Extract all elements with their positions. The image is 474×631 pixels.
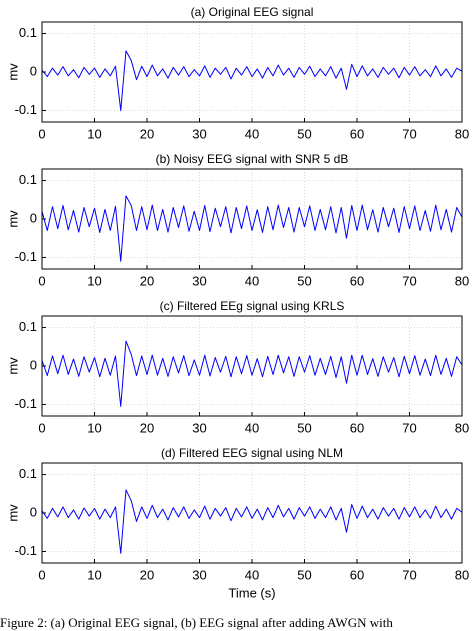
- x-tick-label: 70: [402, 420, 416, 435]
- signal-line: [41, 489, 463, 554]
- x-tick-label: 50: [297, 420, 311, 435]
- y-tick-label: 0.1: [19, 25, 37, 40]
- y-axis-label: mv: [5, 210, 20, 228]
- axes-box: [41, 168, 463, 270]
- x-tick-label: 80: [455, 567, 469, 582]
- x-tick-label: 60: [350, 420, 364, 435]
- y-tick-label: 0: [30, 63, 37, 78]
- x-tick-label: 50: [297, 273, 311, 288]
- signal-line: [41, 50, 463, 111]
- x-tick-label: 40: [245, 567, 259, 582]
- x-tick-label: 10: [87, 273, 101, 288]
- x-tick-label: 10: [87, 567, 101, 582]
- y-axis-label: mv: [5, 357, 20, 375]
- chart-title: (a) Original EEG signal: [191, 5, 314, 19]
- y-tick-label: 0.1: [19, 172, 37, 187]
- signal-line: [41, 195, 463, 262]
- x-tick-label: 0: [38, 567, 45, 582]
- x-tick-label: 30: [192, 567, 206, 582]
- y-tick-label: -0.1: [15, 543, 37, 558]
- axes-box: [41, 315, 463, 417]
- x-tick-label: 50: [297, 567, 311, 582]
- x-tick-label: 10: [87, 126, 101, 141]
- x-tick-label: 30: [192, 126, 206, 141]
- x-tick-label: 70: [402, 567, 416, 582]
- y-axis-label: mv: [5, 504, 20, 522]
- signal-line: [41, 340, 463, 407]
- x-tick-label: 60: [350, 126, 364, 141]
- x-tick-label: 70: [402, 126, 416, 141]
- x-tick-label: 10: [87, 420, 101, 435]
- caption: Figure 2: (a) Original EEG signal, (b) E…: [0, 615, 393, 630]
- x-tick-label: 60: [350, 273, 364, 288]
- y-tick-label: 0: [30, 210, 37, 225]
- x-tick-label: 0: [38, 273, 45, 288]
- x-tick-label: 0: [38, 126, 45, 141]
- x-tick-label: 40: [245, 420, 259, 435]
- y-tick-label: -0.1: [15, 396, 37, 411]
- y-tick-label: 0: [30, 504, 37, 519]
- x-tick-label: 0: [38, 420, 45, 435]
- chart-title: (b) Noisy EEG signal with SNR 5 dB: [156, 152, 349, 166]
- x-tick-label: 20: [140, 420, 154, 435]
- y-tick-label: -0.1: [15, 249, 37, 264]
- x-tick-label: 80: [455, 126, 469, 141]
- x-tick-label: 20: [140, 567, 154, 582]
- x-tick-label: 20: [140, 126, 154, 141]
- x-tick-label: 80: [455, 273, 469, 288]
- x-tick-label: 30: [192, 273, 206, 288]
- y-tick-label: 0.1: [19, 466, 37, 481]
- x-tick-label: 40: [245, 126, 259, 141]
- x-axis-label: Time (s): [228, 585, 275, 600]
- axes-box: [41, 462, 463, 564]
- chart-title: (d) Filtered EEG signal using NLM: [161, 446, 343, 460]
- y-axis-label: mv: [5, 63, 20, 81]
- y-tick-label: -0.1: [15, 102, 37, 117]
- y-tick-label: 0.1: [19, 319, 37, 334]
- x-tick-label: 30: [192, 420, 206, 435]
- axes-box: [41, 21, 463, 123]
- x-tick-label: 60: [350, 567, 364, 582]
- x-tick-label: 40: [245, 273, 259, 288]
- x-tick-label: 70: [402, 273, 416, 288]
- x-tick-label: 80: [455, 420, 469, 435]
- x-tick-label: 50: [297, 126, 311, 141]
- y-tick-label: 0: [30, 357, 37, 372]
- x-tick-label: 20: [140, 273, 154, 288]
- chart-title: (c) Filtered EEg signal using KRLS: [160, 299, 345, 313]
